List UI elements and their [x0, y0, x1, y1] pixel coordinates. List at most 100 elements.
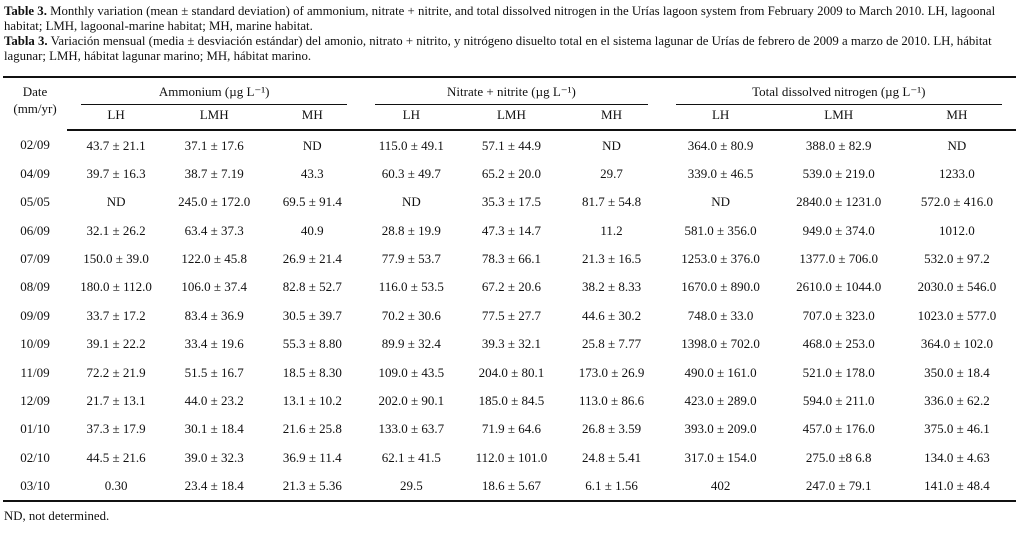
caption-english-text: Monthly variation (mean ± standard devia… — [4, 4, 996, 34]
value-cell: 21.7 ± 13.1 — [86, 392, 146, 408]
date-header-line1: Date — [22, 84, 48, 100]
value-cell: 24.8 ± 5.41 — [581, 449, 642, 465]
value-cell: 60.3 ± 49.7 — [381, 165, 441, 181]
value-cell: 393.0 ± 209.0 — [684, 421, 757, 437]
value-cell: 116.0 ± 53.5 — [378, 279, 444, 295]
value-cell: 81.7 ± 54.8 — [581, 194, 642, 210]
value-cell: 109.0 ± 43.5 — [378, 364, 445, 380]
value-cell: 1398.0 ± 702.0 — [681, 336, 760, 352]
value-cell: 11.2 — [600, 222, 623, 238]
value-cell: 44.5 ± 21.6 — [86, 449, 146, 465]
value-cell: ND — [711, 194, 731, 210]
value-cell: 44.6 ± 30.2 — [581, 307, 642, 323]
ammonium-mh-header: MH — [263, 105, 362, 132]
value-cell: 204.0 ± 80.1 — [478, 364, 545, 380]
caption-spanish-label: Tabla 3. — [4, 34, 48, 49]
value-cell: 539.0 ± 219.0 — [802, 165, 875, 181]
value-cell: 202.0 ± 90.1 — [378, 392, 445, 408]
value-cell: 43.3 — [300, 165, 324, 181]
value-cell: 39.7 ± 16.3 — [86, 165, 146, 181]
value-cell: 77.5 ± 27.7 — [481, 307, 541, 323]
value-cell: 28.8 ± 19.9 — [381, 222, 441, 238]
value-cell: 30.1 ± 18.4 — [184, 421, 244, 437]
value-cell: 122.0 ± 45.8 — [181, 251, 247, 267]
table-row: 06/09 32.1 ± 26.2 63.4 ± 37.3 40.9 28.8 ± 19… — [3, 217, 1016, 245]
value-cell: 1253.0 ± 376.0 — [681, 251, 760, 267]
value-cell: 375.0 ± 46.1 — [924, 421, 990, 437]
tdn-mh-header: MH — [897, 105, 1016, 132]
value-cell: 180.0 ± 112.0 — [80, 279, 152, 295]
ammonium-group-label: Ammonium (µg L⁻¹) — [81, 84, 348, 106]
value-cell: 141.0 ± 48.4 — [924, 478, 990, 494]
value-cell: 72.2 ± 21.9 — [86, 364, 146, 380]
value-cell: 468.0 ± 253.0 — [802, 336, 875, 352]
table-row: 08/09 180.0 ± 112.0 106.0 ± 37.4 82.8 ± 52.… — [3, 273, 1016, 301]
ammonium-lh-header: LH — [67, 105, 166, 132]
value-cell: 18.6 ± 5.67 — [481, 478, 541, 494]
value-cell: 594.0 ± 211.0 — [802, 392, 875, 408]
value-cell: 247.0 ± 79.1 — [805, 478, 872, 494]
value-cell: 38.7 ± 7.19 — [184, 165, 244, 181]
value-cell: 26.8 ± 3.59 — [581, 421, 642, 437]
nitrate-group-label: Nitrate + nitrite (µg L⁻¹) — [375, 84, 648, 106]
value-cell: 21.6 ± 25.8 — [282, 421, 342, 437]
value-cell: 43.7 ± 21.1 — [86, 137, 146, 153]
nitrate-lh-header: LH — [361, 105, 462, 132]
table-caption: Table 3. Monthly variation (mean ± stand… — [0, 0, 1019, 64]
date-cell: 12/09 — [20, 392, 50, 408]
date-header-line2: (mm/yr) — [13, 100, 57, 116]
value-cell: 707.0 ± 323.0 — [802, 307, 875, 323]
table-header: Date (mm/yr) Ammonium (µg L⁻¹) Nitrate +… — [3, 77, 1016, 132]
date-cell: 04/09 — [20, 165, 50, 181]
value-cell: 339.0 ± 46.5 — [687, 165, 754, 181]
value-cell: 29.7 — [600, 165, 623, 181]
table-row: 11/09 72.2 ± 21.9 51.5 ± 16.7 18.5 ± 8.30 10… — [3, 358, 1016, 386]
date-column-header: Date (mm/yr) — [3, 77, 67, 130]
value-cell: 1670.0 ± 890.0 — [681, 279, 760, 295]
value-cell: 106.0 ± 37.4 — [181, 279, 247, 295]
table-row: 07/09 150.0 ± 39.0 122.0 ± 45.8 26.9 ± 21.4… — [3, 245, 1016, 273]
value-cell: 457.0 ± 176.0 — [802, 421, 875, 437]
value-cell: 33.4 ± 19.6 — [184, 336, 244, 352]
value-cell: 40.9 — [300, 222, 324, 238]
value-cell: 572.0 ± 416.0 — [920, 194, 993, 210]
value-cell: 33.7 ± 17.2 — [86, 307, 146, 323]
value-cell: 65.2 ± 20.0 — [481, 165, 541, 181]
value-cell: 317.0 ± 154.0 — [684, 449, 757, 465]
value-cell: 51.5 ± 16.7 — [184, 364, 244, 380]
value-cell: 39.0 ± 32.3 — [184, 449, 244, 465]
date-cell: 10/09 — [20, 336, 50, 352]
value-cell: 245.0 ± 172.0 — [178, 194, 251, 210]
value-cell: 57.1 ± 44.9 — [481, 137, 541, 153]
value-cell: 63.4 ± 37.3 — [184, 222, 244, 238]
value-cell: 350.0 ± 18.4 — [924, 364, 990, 380]
value-cell: 0.30 — [104, 478, 128, 494]
value-cell: 39.1 ± 22.2 — [86, 336, 146, 352]
value-cell: 364.0 ± 80.9 — [687, 137, 754, 153]
value-cell: 275.0 ±8 6.8 — [805, 449, 872, 465]
value-cell: 70.2 ± 30.6 — [381, 307, 441, 323]
value-cell: 37.3 ± 17.9 — [86, 421, 146, 437]
value-cell: 1233.0 — [939, 165, 975, 181]
value-cell: 77.9 ± 53.7 — [381, 251, 441, 267]
value-cell: 36.9 ± 11.4 — [282, 449, 342, 465]
date-cell: 08/09 — [20, 279, 50, 295]
value-cell: 133.0 ± 63.7 — [378, 421, 445, 437]
footnote: ND, not determined. — [4, 509, 110, 524]
date-cell: 11/09 — [20, 364, 50, 380]
date-cell: 02/10 — [20, 449, 50, 465]
value-cell: 2030.0 ± 546.0 — [917, 279, 997, 295]
table-row: 03/10 0.30 23.4 ± 18.4 21.3 ± 5.36 29.5 18.6 … — [3, 472, 1016, 501]
table-body: 02/09 43.7 ± 21.1 37.1 ± 17.6 ND 115.0 ± 49.… — [3, 130, 1016, 501]
value-cell: ND — [602, 137, 621, 153]
value-cell: 748.0 ± 33.0 — [687, 307, 754, 323]
value-cell: 2610.0 ± 1044.0 — [796, 279, 882, 295]
nitrate-group-header: Nitrate + nitrite (µg L⁻¹) — [361, 77, 661, 106]
table-row: 01/10 37.3 ± 17.9 30.1 ± 18.4 21.6 ± 25.8 13… — [3, 415, 1016, 443]
table-row: 02/10 44.5 ± 21.6 39.0 ± 32.3 36.9 ± 11.4 62… — [3, 444, 1016, 472]
value-cell: 18.5 ± 8.30 — [282, 364, 342, 380]
value-cell: 21.3 ± 16.5 — [581, 251, 642, 267]
ammonium-lmh-header: LMH — [165, 105, 264, 132]
value-cell: 113.0 ± 86.6 — [578, 392, 645, 408]
value-cell: 402 — [710, 478, 731, 494]
